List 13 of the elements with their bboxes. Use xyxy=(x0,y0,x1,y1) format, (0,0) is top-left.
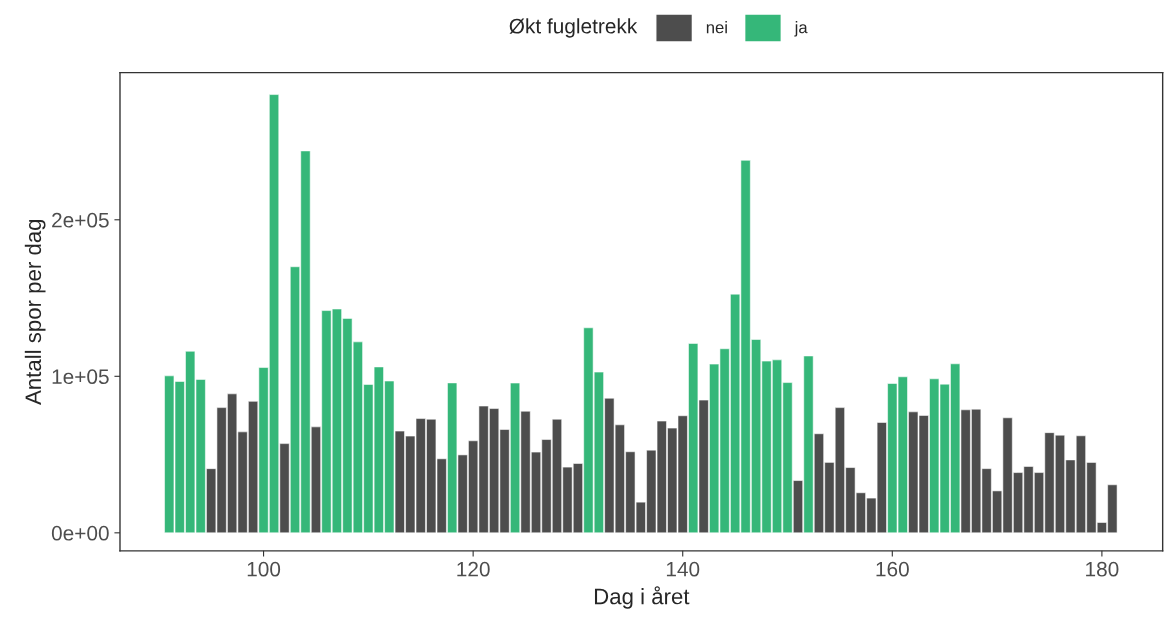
legend-label: nei xyxy=(706,21,727,34)
x-tick-label: 100 xyxy=(247,561,281,577)
y-tick-label: 1e+05 xyxy=(52,369,109,385)
x-axis-title: Dag i året xyxy=(594,586,690,609)
y-tick-label: 0e+00 xyxy=(51,525,109,541)
x-tick-label: 160 xyxy=(876,561,909,577)
y-axis-title: Antall spor per dag xyxy=(24,219,46,405)
x-tick-label: 180 xyxy=(1086,561,1119,577)
x-tick-label: 120 xyxy=(457,561,490,577)
y-tick-label: 2e+05 xyxy=(52,212,109,228)
legend-label: ja xyxy=(794,21,808,37)
legend-title: Økt fugletrekk xyxy=(509,18,638,38)
x-tick-label: 140 xyxy=(666,561,700,577)
